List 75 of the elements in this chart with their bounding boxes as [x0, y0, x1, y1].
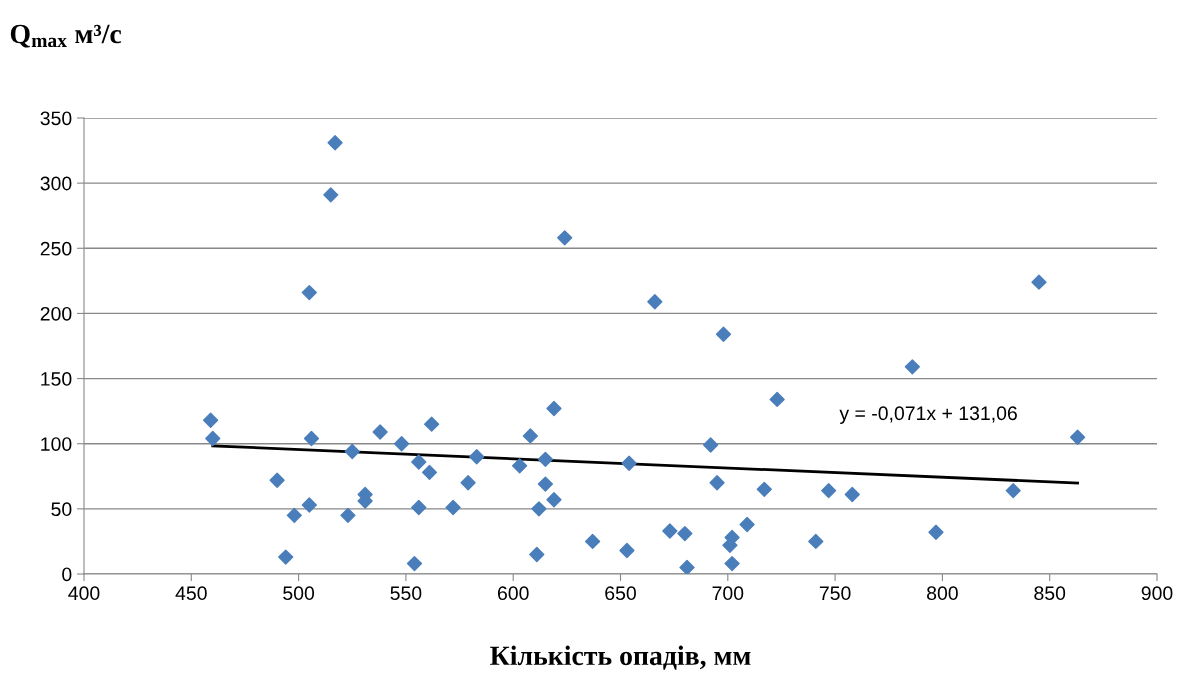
point	[424, 416, 440, 432]
x-tick-label: 600	[497, 586, 529, 601]
point	[679, 559, 695, 574]
y-tick-label: 50	[51, 502, 72, 517]
point	[393, 436, 410, 452]
x-tick-label: 850	[1034, 586, 1066, 601]
point	[327, 135, 343, 151]
point	[584, 533, 601, 550]
y-tick-label: 150	[41, 372, 72, 386]
annotation: y = -0,071x + 131,06	[839, 406, 1017, 424]
point	[769, 391, 785, 408]
x-tick-label: 450	[175, 586, 207, 601]
y-tick-label: 350	[40, 111, 72, 126]
point	[702, 437, 719, 453]
point	[323, 187, 339, 203]
point	[821, 482, 837, 499]
point	[421, 464, 438, 481]
point	[928, 524, 944, 540]
point	[522, 428, 539, 444]
point	[677, 525, 693, 542]
point	[537, 476, 554, 492]
x-tick-label: 650	[605, 586, 636, 601]
point	[1031, 274, 1047, 290]
x-tick-label: 750	[819, 586, 851, 601]
x-tick-label: 800	[927, 586, 958, 601]
point	[715, 326, 732, 342]
x-tick-label: 550	[390, 586, 422, 601]
x-tick-label: 400	[68, 586, 100, 601]
point	[511, 458, 528, 474]
point	[278, 549, 294, 565]
point	[1005, 482, 1021, 499]
point	[406, 555, 423, 572]
x-tick-label: 900	[1141, 586, 1173, 601]
point	[808, 533, 824, 550]
y-axis-title: Q$_{max}$ м³/с	[10, 24, 122, 48]
y-tick-label: 0	[62, 567, 72, 582]
point	[619, 542, 635, 559]
point	[344, 443, 360, 460]
point	[445, 499, 461, 516]
point	[202, 412, 219, 428]
point	[286, 507, 302, 524]
point	[372, 424, 388, 440]
point	[546, 400, 562, 417]
point	[904, 359, 920, 375]
point	[303, 430, 320, 447]
point	[756, 481, 772, 497]
point	[537, 451, 554, 467]
point	[205, 430, 221, 447]
point	[531, 501, 547, 517]
point	[469, 449, 485, 465]
point	[411, 454, 427, 470]
point	[411, 499, 427, 516]
point	[621, 455, 637, 471]
x-tick-label: 500	[283, 586, 315, 601]
point	[301, 284, 317, 301]
y-tick-label: 300	[40, 176, 72, 191]
y-tick-label: 250	[40, 241, 72, 256]
point	[647, 294, 663, 310]
point	[662, 523, 678, 539]
point	[557, 230, 573, 246]
y-tick-label: 100	[41, 437, 72, 451]
point	[709, 475, 725, 491]
point	[724, 555, 740, 572]
point	[739, 516, 755, 533]
point	[340, 507, 356, 524]
y-tick-label: 200	[40, 306, 72, 321]
x-axis-title: Кількість опадів, мм	[490, 645, 751, 670]
point	[269, 472, 285, 488]
point	[844, 486, 860, 503]
point	[460, 475, 476, 491]
point	[301, 497, 317, 513]
x-tick-label: 700	[712, 586, 744, 601]
point	[529, 546, 545, 563]
point	[546, 492, 562, 508]
point	[1069, 429, 1086, 445]
